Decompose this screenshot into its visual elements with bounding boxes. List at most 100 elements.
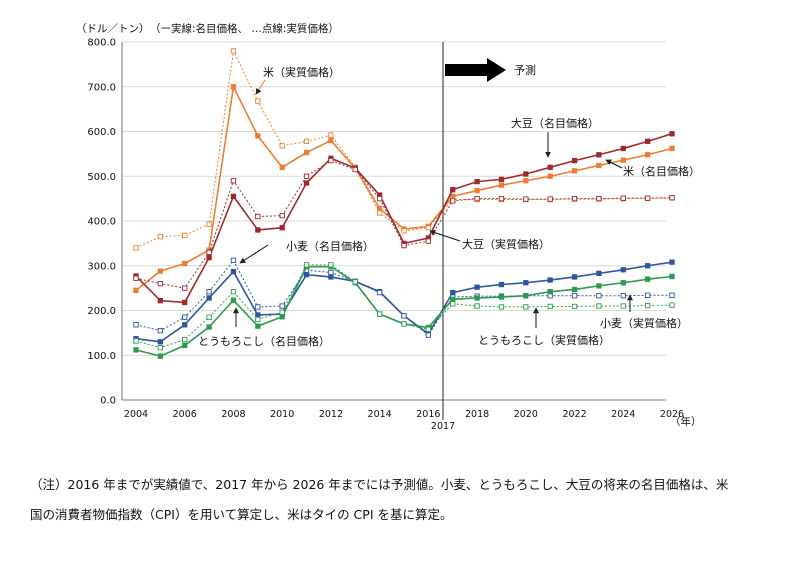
data-point xyxy=(376,210,383,216)
data-point xyxy=(425,225,432,231)
data-point xyxy=(230,178,237,184)
data-point xyxy=(206,324,212,330)
data-point xyxy=(230,257,237,264)
data-point xyxy=(450,296,456,302)
data-point xyxy=(376,195,383,202)
series-7 xyxy=(133,262,675,351)
data-point xyxy=(401,228,407,234)
data-point xyxy=(523,178,529,184)
data-point xyxy=(571,274,578,280)
data-point xyxy=(255,316,261,323)
data-point xyxy=(450,301,456,307)
data-point xyxy=(474,295,480,301)
data-point xyxy=(571,168,578,174)
data-point xyxy=(669,145,675,152)
data-point xyxy=(401,321,407,327)
data-point xyxy=(255,323,261,329)
data-point xyxy=(303,173,310,179)
data-point xyxy=(206,255,212,261)
footnote-line-2: 国の消費者物価指数（CPI）を用いて算定し、米はタイの CPI を基に算定。 xyxy=(30,507,453,522)
series-line xyxy=(135,160,673,289)
data-point xyxy=(303,149,310,156)
data-point xyxy=(547,277,553,283)
data-point xyxy=(644,302,651,309)
x-tick-label: 2012 xyxy=(319,409,343,420)
data-point xyxy=(182,299,188,306)
data-point xyxy=(376,311,383,317)
data-point xyxy=(644,138,651,144)
series-0 xyxy=(133,84,675,294)
data-point xyxy=(596,283,602,289)
data-point xyxy=(376,289,383,296)
data-point xyxy=(279,143,285,149)
data-point xyxy=(157,327,164,334)
data-point xyxy=(133,275,139,281)
data-point xyxy=(157,353,164,359)
data-point xyxy=(620,145,626,152)
data-point xyxy=(182,260,188,267)
label-wheat-real: 小麦（実質価格） xyxy=(600,316,688,330)
arrow-wheat-nominal xyxy=(239,244,269,264)
data-point xyxy=(620,157,626,163)
data-point xyxy=(206,314,212,320)
data-point xyxy=(230,297,237,303)
data-point xyxy=(133,287,139,294)
data-point xyxy=(182,232,188,238)
data-point xyxy=(547,173,553,179)
y-tick-label: 0.0 xyxy=(100,396,116,407)
data-point xyxy=(303,180,310,186)
data-point xyxy=(303,138,310,144)
data-point xyxy=(230,193,237,200)
series-line xyxy=(135,49,673,249)
data-point xyxy=(596,162,602,169)
data-point xyxy=(182,322,188,328)
data-point xyxy=(669,131,675,137)
data-point xyxy=(644,292,651,298)
data-point xyxy=(474,187,480,194)
data-point xyxy=(620,280,626,286)
data-point xyxy=(279,164,285,170)
data-point xyxy=(133,322,139,328)
data-point xyxy=(328,274,334,280)
data-point xyxy=(644,152,651,158)
series-group xyxy=(133,48,675,359)
data-point xyxy=(498,182,505,188)
data-point xyxy=(450,289,456,296)
data-point xyxy=(182,285,188,291)
data-point xyxy=(230,84,237,90)
y-tick-label: 200.0 xyxy=(87,306,116,317)
data-point xyxy=(498,176,505,183)
data-point xyxy=(596,270,602,277)
data-point xyxy=(498,195,505,202)
x-tick-label: 2010 xyxy=(270,409,294,420)
data-point xyxy=(571,195,578,202)
data-point xyxy=(157,234,164,240)
data-point xyxy=(255,133,261,139)
y-unit-label: （ドル／トン） xyxy=(76,23,150,35)
series-line xyxy=(135,132,673,304)
data-point xyxy=(474,195,480,202)
data-point xyxy=(523,171,529,177)
data-point xyxy=(474,178,480,185)
x-tick-label: 2016 xyxy=(416,409,440,420)
data-point xyxy=(669,302,675,308)
data-point xyxy=(230,48,237,54)
data-point xyxy=(157,281,164,287)
data-point xyxy=(279,225,285,231)
label-rice-nominal: 米（名目価格） xyxy=(623,164,700,178)
x-tick-label: 2014 xyxy=(368,409,392,420)
data-point xyxy=(547,196,553,202)
x-tick-label: 2004 xyxy=(124,409,148,420)
data-point xyxy=(547,303,553,310)
y-tick-label: 800.0 xyxy=(87,38,116,49)
footnote-line-1: （注）2016 年までが実績値で、2017 年から 2026 年までには予測値。… xyxy=(30,477,729,492)
data-point xyxy=(182,336,188,343)
data-point xyxy=(669,273,675,280)
data-point xyxy=(255,213,261,220)
data-point xyxy=(596,293,602,299)
data-point xyxy=(620,267,626,273)
data-point xyxy=(425,238,432,244)
data-point xyxy=(157,298,164,304)
data-point xyxy=(328,157,334,164)
